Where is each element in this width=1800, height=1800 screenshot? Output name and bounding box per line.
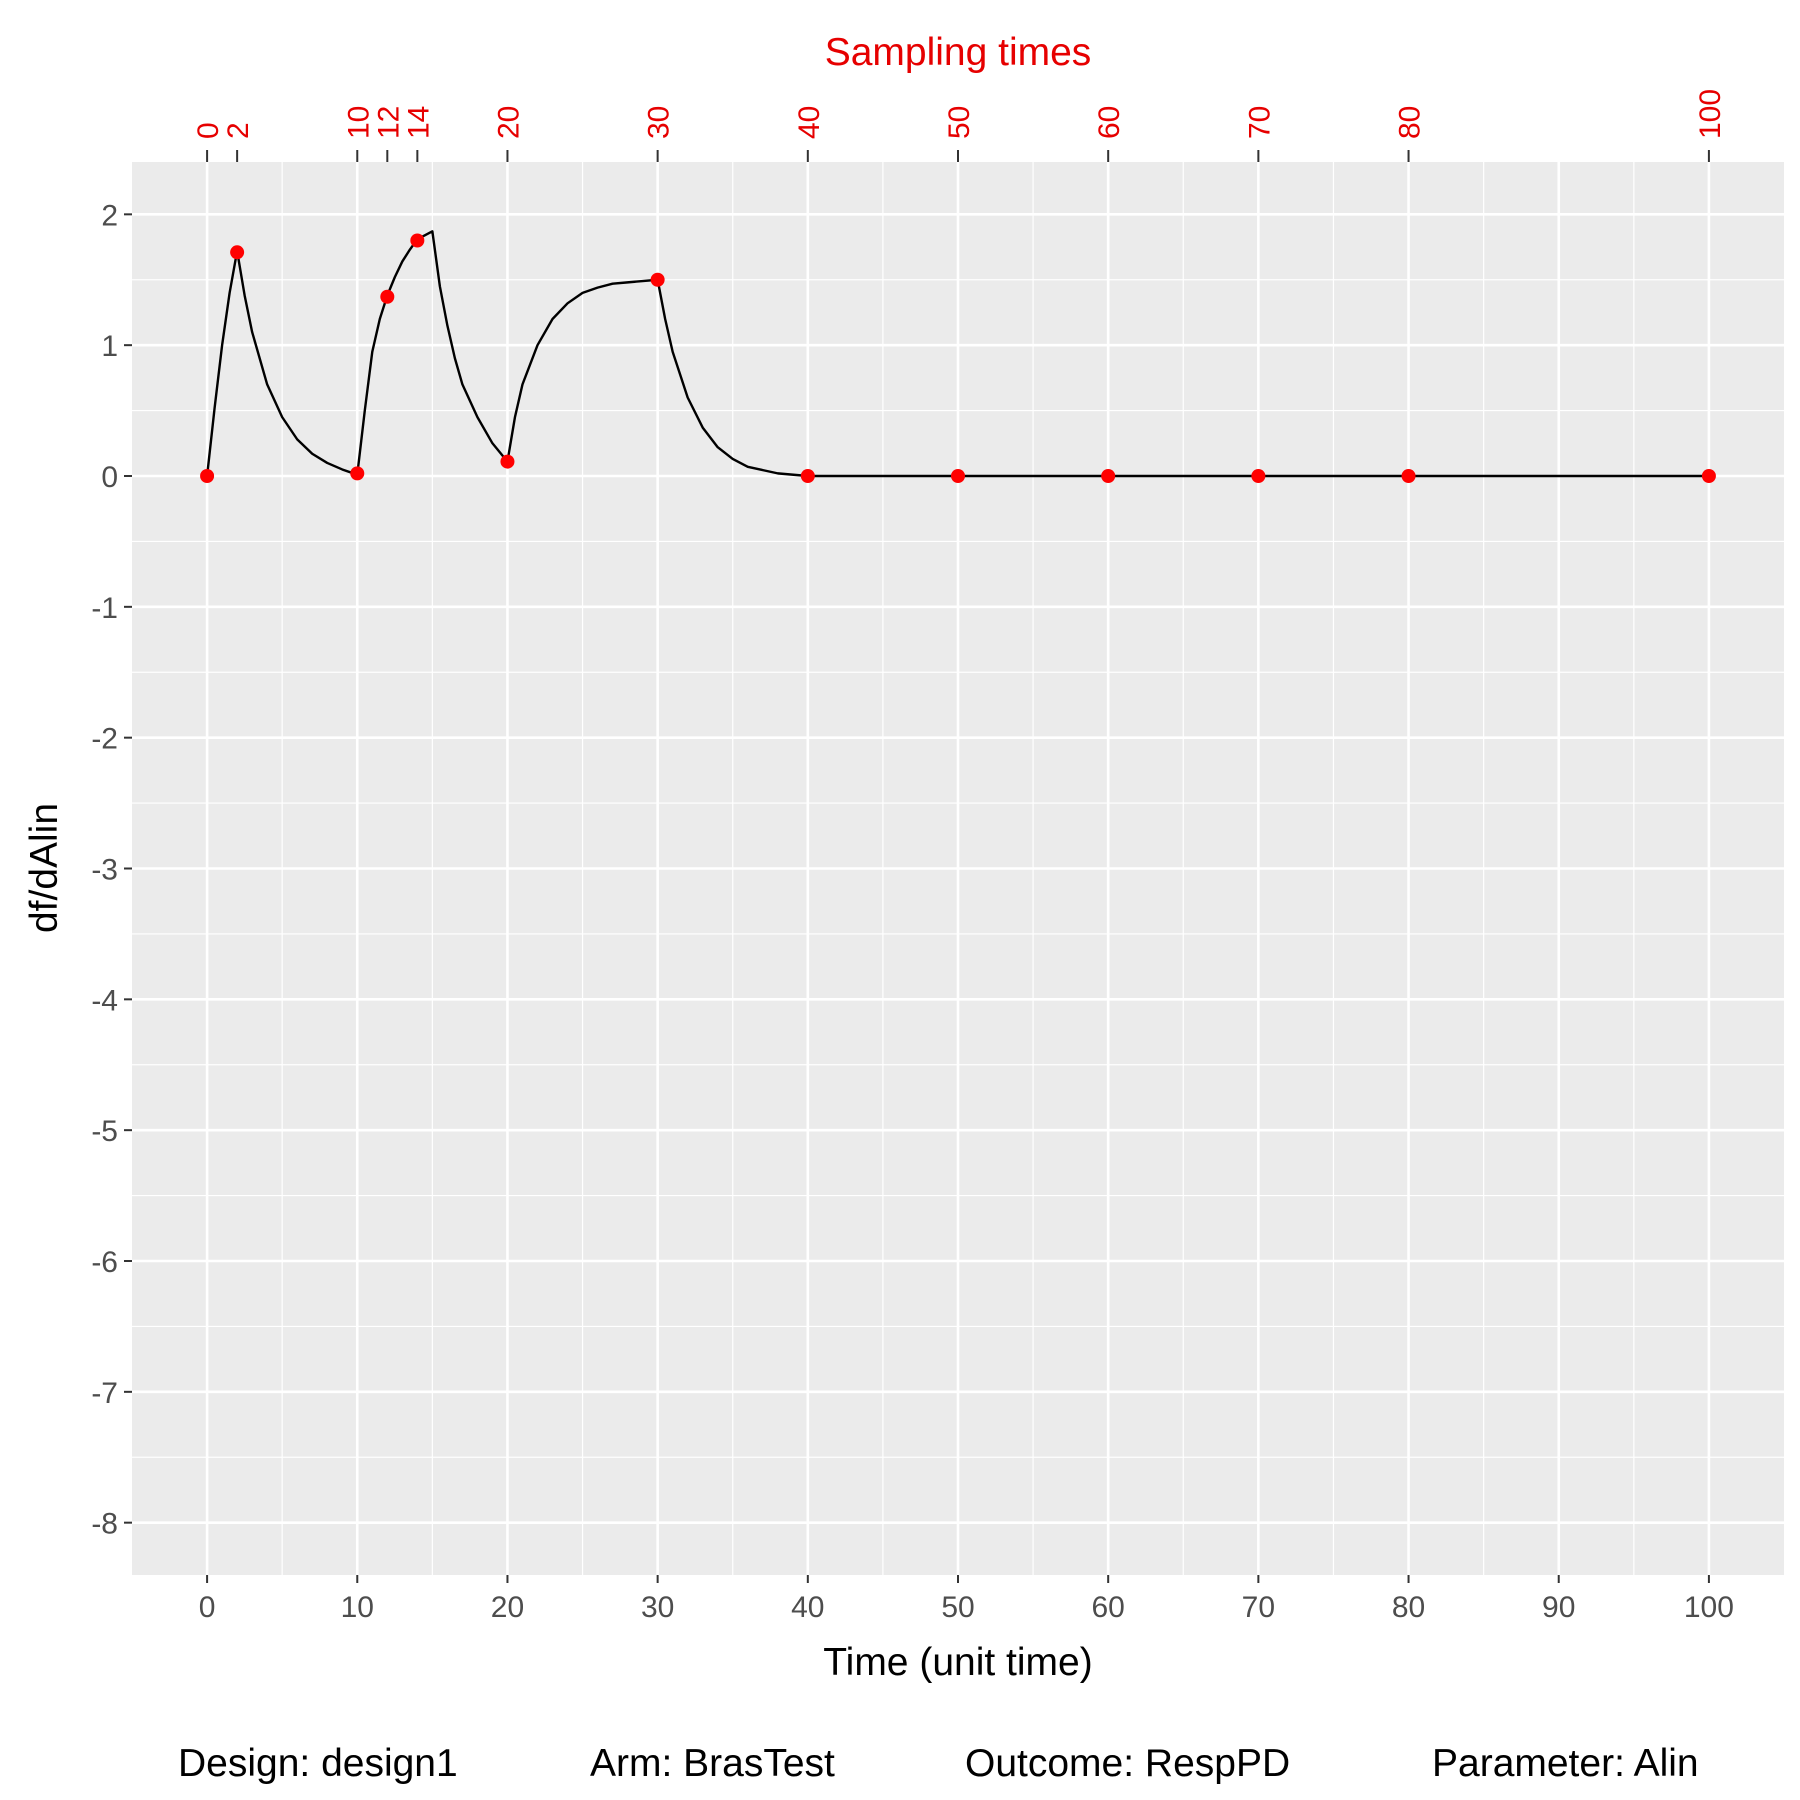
x-tick-label: 20 — [491, 1591, 524, 1624]
y-tick-label: -1 — [91, 592, 118, 625]
x-tick-label: 90 — [1542, 1591, 1575, 1624]
sampling-point — [1701, 469, 1716, 483]
top-tick-label: 20 — [492, 106, 525, 139]
sampling-point — [800, 469, 815, 483]
sampling-point — [1251, 469, 1266, 483]
sampling-point — [410, 233, 425, 248]
top-tick-label: 10 — [342, 106, 375, 139]
x-tick-label: 70 — [1242, 1591, 1275, 1624]
top-axis-title: Sampling times — [825, 31, 1092, 74]
x-tick-label: 100 — [1684, 1591, 1734, 1624]
top-tick-label: 14 — [402, 106, 435, 139]
sampling-point — [650, 272, 665, 287]
top-tick-label: 80 — [1394, 106, 1427, 139]
top-tick-label: 30 — [643, 106, 676, 139]
footer-parameter: Parameter: Alin — [1432, 1742, 1699, 1785]
x-tick-label: 60 — [1091, 1591, 1124, 1624]
sampling-point — [380, 289, 395, 304]
top-tick-label: 0 — [192, 122, 225, 139]
y-tick-label: -3 — [91, 854, 118, 887]
x-tick-label: 30 — [641, 1591, 674, 1624]
grid — [132, 162, 1784, 1575]
top-tick-label: 40 — [793, 106, 826, 139]
y-tick-label: 1 — [101, 330, 118, 363]
top-tick-label: 100 — [1694, 89, 1727, 139]
x-tick-label: 0 — [199, 1591, 216, 1624]
y-axis-title: df/dAlin — [23, 803, 66, 933]
top-tick-label: 12 — [372, 106, 405, 139]
footer-arm: Arm: BrasTest — [590, 1742, 835, 1785]
y-tick-label: -4 — [91, 984, 118, 1017]
top-tick-label: 60 — [1093, 106, 1126, 139]
y-tick-label: 2 — [101, 199, 118, 232]
top-tick-label: 2 — [222, 122, 255, 139]
y-tick-label: -6 — [91, 1246, 118, 1279]
sampling-point — [200, 469, 215, 483]
data-layer — [200, 230, 1716, 483]
x-tick-label: 40 — [791, 1591, 824, 1624]
sampling-point — [1401, 469, 1416, 483]
sampling-point — [1101, 469, 1116, 483]
x-tick-label: 80 — [1392, 1591, 1425, 1624]
sampling-point — [230, 245, 245, 260]
x-axis-title: Time (unit time) — [823, 1641, 1092, 1684]
sampling-point — [951, 469, 965, 483]
y-tick-label: -8 — [91, 1508, 118, 1541]
y-tick-label: -2 — [91, 723, 118, 756]
axes: 0 10 20 30 40 50 60 70 80 90 100210-1-2-3-4-5-6-7-… — [91, 89, 1734, 1624]
top-tick-label: 70 — [1243, 106, 1276, 139]
sampling-point — [350, 466, 365, 481]
series-line — [205, 230, 1709, 478]
footer-design: Design: design1 — [178, 1742, 458, 1785]
top-tick-label: 50 — [943, 106, 976, 139]
footer-outcome: Outcome: RespPD — [965, 1742, 1290, 1785]
x-tick-label: 50 — [941, 1591, 974, 1624]
y-tick-label: -7 — [91, 1377, 118, 1410]
y-tick-label: 0 — [101, 461, 118, 494]
x-tick-label: 10 — [341, 1591, 374, 1624]
y-tick-label: -5 — [91, 1115, 118, 1148]
sampling-point — [500, 454, 515, 469]
